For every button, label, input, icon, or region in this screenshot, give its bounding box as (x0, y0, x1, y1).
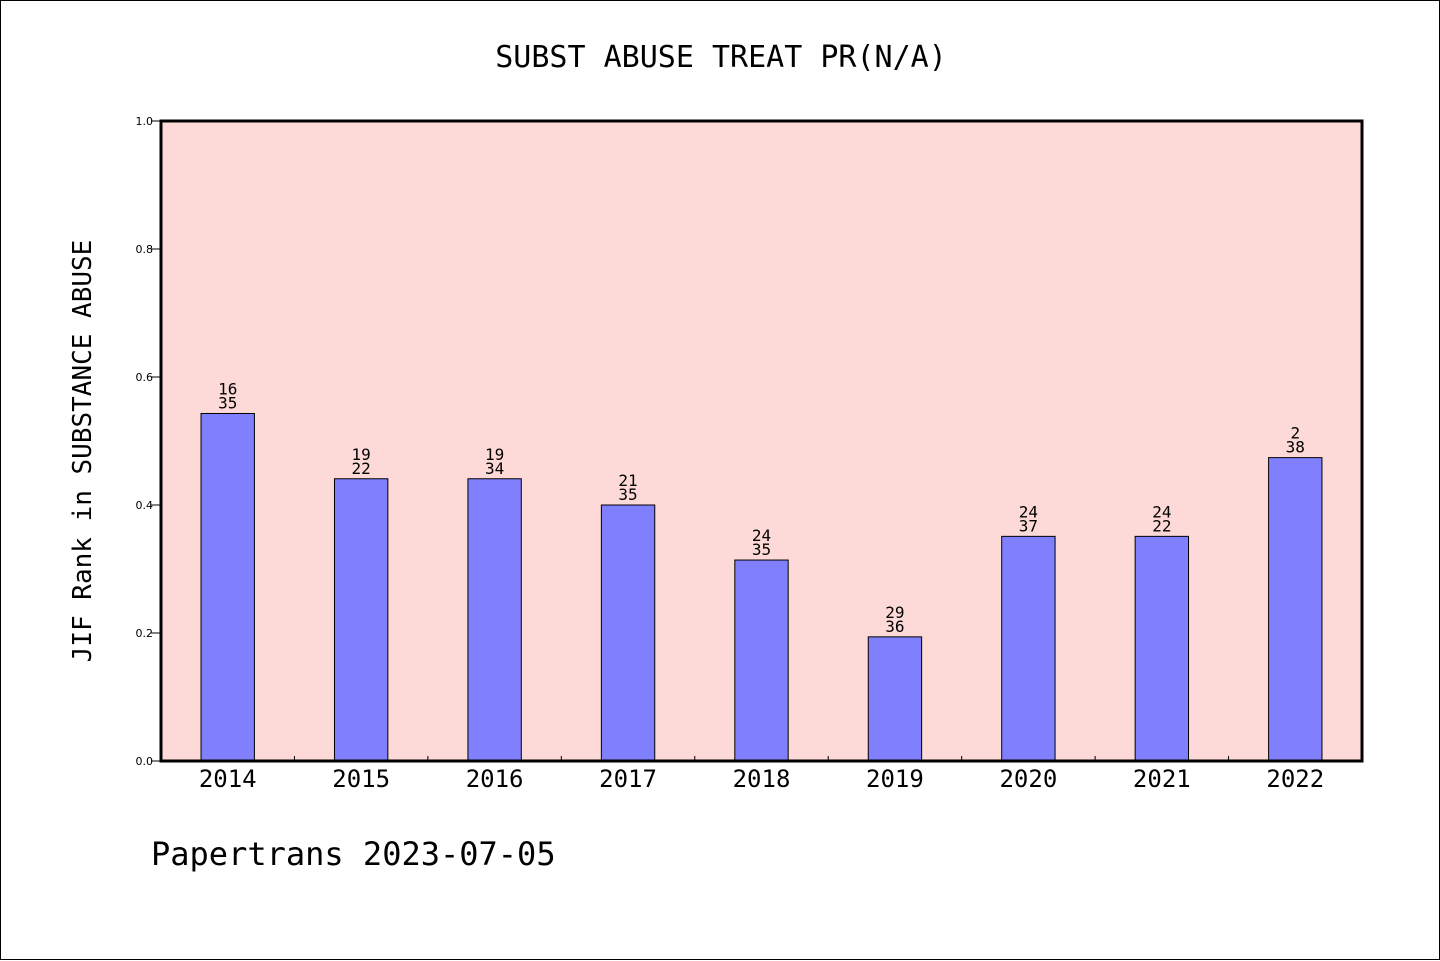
x-axis: 2014 2015 2016 2017 2018 2019 2020 2021 2022 (199, 756, 1324, 793)
y-tick-label: 0.2 (136, 627, 154, 640)
y-tick-label: 0.8 (136, 243, 154, 256)
x-tick-label: 2020 (999, 765, 1057, 793)
bar-2016 (467, 478, 522, 762)
bars-group (200, 412, 1323, 762)
y-axis: 0.0 0.2 0.4 0.6 0.8 1.0 (136, 115, 161, 768)
x-tick-label: 2017 (599, 765, 657, 793)
x-tick-label: 2016 (466, 765, 524, 793)
bar-data-label: 24 (1152, 502, 1171, 521)
y-tick-label: 0.6 (136, 371, 154, 384)
bar-data-label: 35 (618, 485, 637, 504)
x-tick-label: 2014 (199, 765, 257, 793)
y-tick-label: 0.4 (136, 499, 154, 512)
bar-data-label: 34 (485, 459, 504, 478)
bar-data-label: 35 (218, 393, 237, 412)
bar-data-label: 37 (1019, 516, 1038, 535)
bar-data-label: 16 (218, 379, 237, 398)
x-tick-label: 2021 (1133, 765, 1191, 793)
chart-title: SUBST ABUSE TREAT PR(N/A) (495, 40, 947, 75)
bar-data-label: 36 (885, 617, 904, 636)
bar-2018 (734, 559, 789, 762)
bar-2015 (333, 478, 389, 762)
bar-data-label: 19 (485, 445, 504, 464)
x-tick-label: 2015 (332, 765, 390, 793)
bar-data-label: 21 (618, 471, 637, 490)
bar-data-label: 22 (352, 459, 371, 478)
y-axis-label: JIF Rank in SUBSTANCE ABUSE (68, 240, 98, 663)
x-tick-label: 2022 (1266, 765, 1324, 793)
bar-2017 (600, 504, 656, 762)
bar-data-label: 24 (1019, 502, 1038, 521)
bar-data-label: 19 (352, 445, 371, 464)
bar-2022 (1268, 457, 1323, 762)
bar-data-label: 35 (752, 540, 771, 559)
bar-data-label: 29 (885, 603, 904, 622)
bar-data-label: 38 (1286, 438, 1305, 457)
footer-date: Papertrans 2023-07-05 (151, 835, 556, 873)
bar-2021 (1134, 535, 1190, 762)
bar-data-label: 24 (752, 526, 771, 545)
bar-2020 (1001, 535, 1056, 762)
x-tick-label: 2019 (866, 765, 924, 793)
y-tick-label: 0.0 (136, 755, 154, 768)
x-tick-label: 2018 (733, 765, 791, 793)
bar-2019 (867, 636, 923, 762)
plot-border (159, 119, 1364, 763)
bar-data-label: 22 (1152, 516, 1171, 535)
y-tick-label: 1.0 (136, 115, 154, 128)
bar-data-label: 2 (1290, 424, 1300, 443)
bar-2014 (200, 412, 255, 762)
